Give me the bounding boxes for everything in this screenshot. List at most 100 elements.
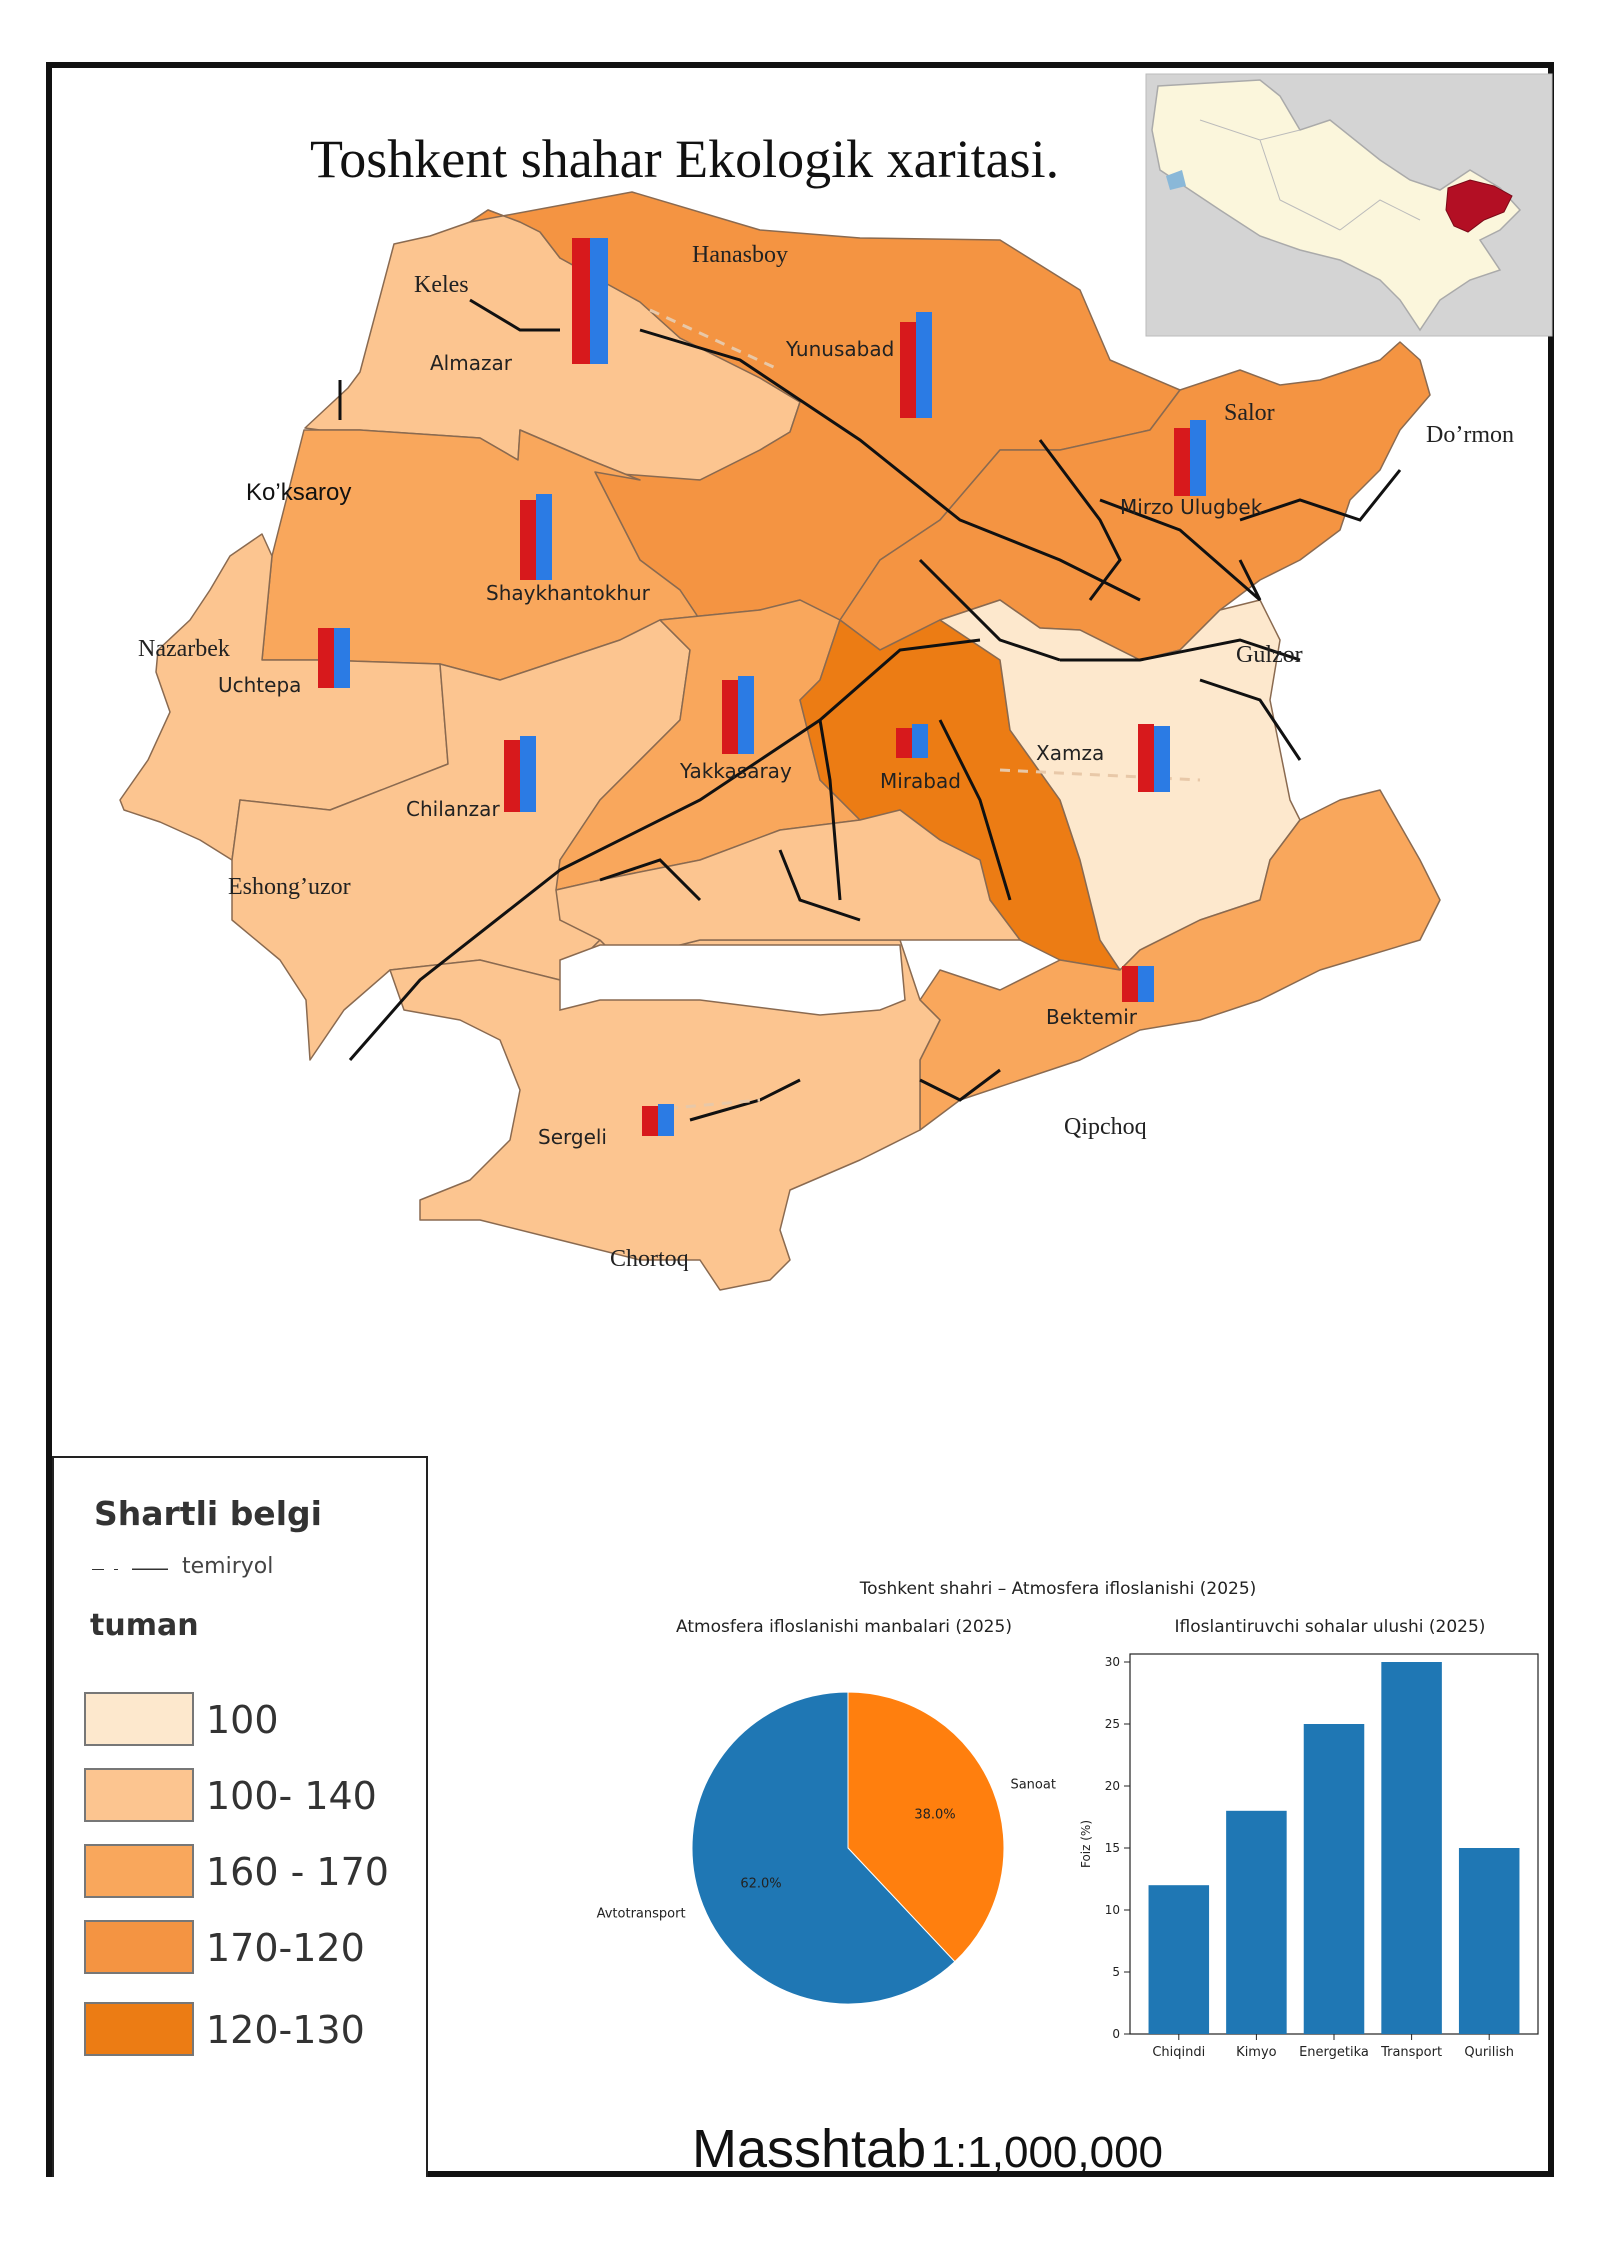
indicator-sergeli — [642, 1104, 674, 1136]
legend-railway-label: temiryol — [182, 1554, 274, 1579]
bar-chart: Ifloslantiruvchi sohalar ulushi (2025) 0… — [1079, 1617, 1539, 2060]
legend-item: 100- 140 — [84, 1768, 424, 1828]
indicator-bar-blue — [738, 676, 754, 754]
indicator-uchtepa — [318, 628, 350, 688]
label-chilanzar: Chilanzar — [406, 797, 500, 821]
indicator-shaykhantokhur — [520, 494, 552, 580]
bar-title: Ifloslantiruvchi sohalar ulushi (2025) — [1175, 1617, 1486, 1637]
pie-chart: Atmosfera ifloslanishi manbalari (2025) … — [597, 1617, 1056, 2005]
place-keles: Keles — [414, 272, 469, 298]
indicator-bar-red — [520, 500, 536, 580]
map-legend: Shartli belgi temiryol tuman 100 100- 14… — [52, 1456, 428, 2177]
bar-y-tick-label: 15 — [1105, 1841, 1120, 1855]
indicator-bar-red — [896, 728, 912, 758]
bar-y-tick-label: 10 — [1105, 1903, 1120, 1917]
legend-item: 120-130 — [84, 2002, 424, 2062]
indicator-yunusabad — [900, 312, 932, 418]
bar-kimyo — [1226, 1810, 1287, 2034]
pie-slice-avtotransport — [691, 1691, 956, 2005]
bar-y-tick-label: 0 — [1112, 2027, 1120, 2041]
legend-item-label: 170-120 — [206, 1926, 365, 1970]
pie-slice-label: Avtotransport — [597, 1906, 686, 1921]
legend-title: Shartli belgi — [94, 1494, 322, 1533]
bar-x-tick-label: Kimyo — [1236, 2045, 1276, 2060]
railway-network — [338, 298, 1402, 1122]
bar-qurilish — [1458, 1848, 1520, 2034]
pie-pct-label: 38.0% — [914, 1808, 955, 1823]
label-yakkasaray: Yakkasaray — [679, 759, 792, 783]
indicator-bar-blue — [334, 628, 350, 688]
bar-chiqindi — [1148, 1885, 1210, 2034]
place-gulzor: Gulzor — [1236, 642, 1303, 668]
label-uchtepa: Uchtepa — [218, 673, 301, 697]
legend-item: 170-120 — [84, 1920, 424, 1980]
inset-locator-map — [1145, 73, 1553, 337]
indicator-bar-red — [318, 628, 334, 688]
indicator-bar-red — [504, 740, 520, 812]
bar-y-tick-label: 20 — [1105, 1779, 1120, 1793]
bar-transport — [1381, 1662, 1442, 2034]
bar-y-tick-label: 25 — [1105, 1717, 1120, 1731]
indicator-bar-blue — [916, 312, 932, 418]
label-almazar: Almazar — [430, 351, 513, 375]
indicator-xamza — [1138, 724, 1170, 792]
indicator-mirzo-ulugbek — [1174, 420, 1206, 496]
legend-item-label: 100- 140 — [206, 1774, 377, 1818]
legend-swatch — [84, 2002, 194, 2056]
place-nazarbek: Nazarbek — [138, 636, 230, 662]
indicator-yakkasaray — [722, 676, 754, 754]
map-gap — [559, 944, 906, 1016]
bar-x-tick-label: Transport — [1380, 2045, 1442, 2060]
legend-item: 160 - 170 — [84, 1844, 424, 1904]
charts-suptitle: Toshkent shahri – Atmosfera ifloslanishi… — [859, 1579, 1257, 1599]
indicator-bar-blue — [520, 736, 536, 812]
legend-railway-symbol — [92, 1568, 168, 1570]
place-hanasboy: Hanasboy — [692, 242, 788, 268]
place-qipchoq: Qipchoq — [1064, 1114, 1147, 1140]
indicator-bar-red — [642, 1106, 658, 1136]
pie-slice-label: Sanoat — [1010, 1778, 1055, 1793]
bar-y-tick-label: 30 — [1105, 1655, 1120, 1669]
indicator-bar-blue — [1190, 420, 1206, 496]
bar-x-tick-label: Energetika — [1299, 2045, 1369, 2060]
legend-swatch — [84, 1768, 194, 1822]
indicator-chilanzar — [504, 736, 536, 812]
bar-x-tick-label: Chiqindi — [1152, 2045, 1205, 2060]
label-bektemir: Bektemir — [1046, 1005, 1138, 1029]
indicator-almazar — [572, 238, 608, 364]
label-mirabad: Mirabad — [880, 769, 961, 793]
label-shaykhantokhur: Shaykhantokhur — [486, 581, 651, 605]
map-frame — [46, 62, 1554, 2177]
inset-tashkent-region — [1445, 179, 1513, 233]
bar-y-axis-label: Foiz (%) — [1079, 1820, 1093, 1868]
label-mirzo-ulugbek: Mirzo Ulugbek — [1120, 495, 1263, 519]
indicator-mirabad — [896, 724, 928, 758]
pie-pct-label: 62.0% — [740, 1876, 781, 1891]
place-salor: Salor — [1224, 400, 1275, 426]
indicator-bar-blue — [912, 724, 928, 758]
legend-swatch — [84, 1920, 194, 1974]
place-koksaroy: Ko’ksaroy — [246, 479, 351, 506]
map-title: Toshkent shahar Ekologik xaritasi. — [310, 129, 1060, 189]
label-xamza: Xamza — [1036, 741, 1104, 765]
legend-swatch — [84, 1844, 194, 1898]
legend-item: 100 — [84, 1692, 424, 1752]
legend-swatch — [84, 1692, 194, 1746]
bar-y-tick-label: 5 — [1112, 1965, 1120, 1979]
bar-energetika — [1303, 1724, 1365, 2034]
label-sergeli: Sergeli — [538, 1125, 607, 1149]
pie-title: Atmosfera ifloslanishi manbalari (2025) — [676, 1617, 1012, 1637]
indicator-bar-blue — [658, 1104, 674, 1136]
place-dormon: Do’rmon — [1426, 422, 1514, 448]
map-scale: Masshtab 1:1,000,000 — [692, 2118, 1163, 2180]
indicator-bar-red — [1122, 966, 1138, 1002]
bar-x-tick-label: Qurilish — [1464, 2045, 1514, 2060]
legend-item-label: 100 — [206, 1698, 279, 1742]
legend-item-label: 160 - 170 — [206, 1850, 389, 1894]
indicator-bar-red — [572, 238, 590, 364]
scale-prefix: Masshtab — [692, 2119, 927, 2179]
place-chortoq: Chortoq — [610, 1246, 689, 1272]
indicator-bar-red — [722, 680, 738, 754]
indicator-bar-red — [1138, 724, 1154, 792]
